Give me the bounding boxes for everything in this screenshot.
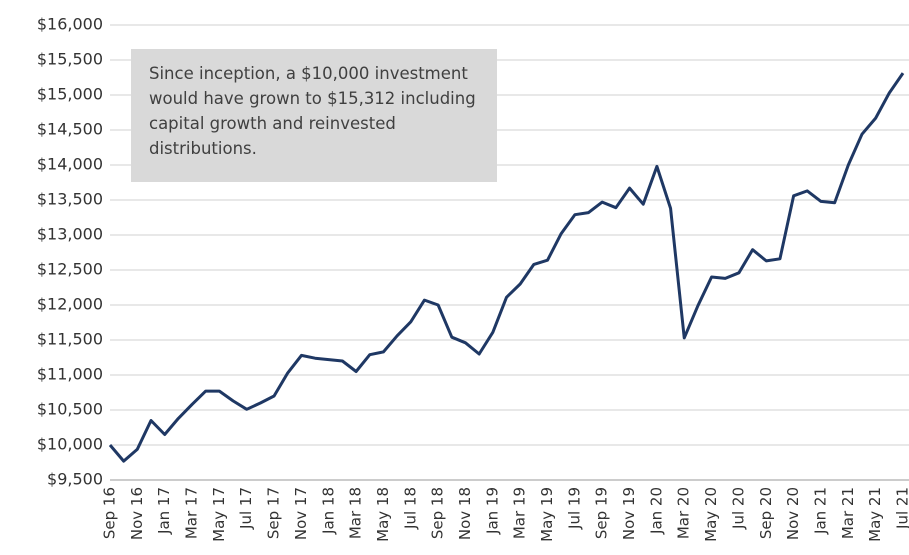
x-tick-label: Sep 17 (265, 487, 283, 539)
y-tick-label: $12,500 (37, 260, 103, 279)
y-tick-label: $15,000 (37, 85, 103, 104)
y-tick-label: $13,500 (37, 190, 103, 209)
y-tick-label: $10,500 (37, 400, 103, 419)
x-tick-label: Mar 18 (347, 487, 365, 539)
x-tick-label: May 18 (374, 487, 392, 542)
x-tick-label: May 21 (866, 487, 884, 542)
y-tick-label: $14,500 (37, 120, 103, 139)
y-tick-label: $10,000 (37, 435, 103, 454)
x-tick-label: Sep 19 (593, 487, 611, 539)
x-tick-label: Jan 21 (811, 487, 829, 535)
x-tick-label: Mar 17 (183, 487, 201, 539)
x-tick-label: Nov 18 (456, 487, 474, 540)
x-tick-label: Nov 16 (128, 487, 146, 540)
x-tick-label: Jul 20 (729, 487, 747, 530)
x-tick-label: Sep 16 (101, 487, 119, 539)
y-tick-label: $13,000 (37, 225, 103, 244)
x-tick-label: Jul 17 (237, 487, 255, 530)
x-tick-label: Nov 19 (620, 487, 638, 540)
x-tick-label: Mar 20 (675, 487, 693, 539)
x-tick-label: Sep 20 (757, 487, 775, 539)
line-series (108, 72, 905, 463)
x-tick-label: May 17 (210, 487, 228, 542)
x-tick-label: Nov 17 (292, 487, 310, 540)
y-tick-label: $15,500 (37, 50, 103, 69)
x-tick-label: May 19 (538, 487, 556, 542)
x-tick-label: Jul 18 (401, 487, 419, 530)
x-tick-label: Mar 19 (511, 487, 529, 539)
x-tick-label: Jan 19 (483, 487, 501, 535)
x-tick-label: Mar 21 (839, 487, 857, 539)
y-tick-label: $9,500 (47, 470, 103, 489)
x-tick-label: May 20 (702, 487, 720, 542)
x-tick-label: Jul 19 (565, 487, 583, 530)
x-tick-label: Jan 17 (155, 487, 173, 535)
x-tick-label: Jan 20 (647, 487, 665, 535)
x-tick-label: Sep 18 (429, 487, 447, 539)
y-tick-label: $16,000 (37, 15, 103, 34)
y-tick-label: $14,000 (37, 155, 103, 174)
x-tick-label: Jan 18 (319, 487, 337, 535)
y-tick-label: $11,000 (37, 365, 103, 384)
x-tick-label: Nov 20 (784, 487, 802, 540)
annotation: Since inception, a $10,000 investment wo… (131, 49, 497, 182)
y-tick-label: $11,500 (37, 330, 103, 349)
y-tick-label: $12,000 (37, 295, 103, 314)
x-tick-label: Jul 21 (894, 487, 909, 530)
